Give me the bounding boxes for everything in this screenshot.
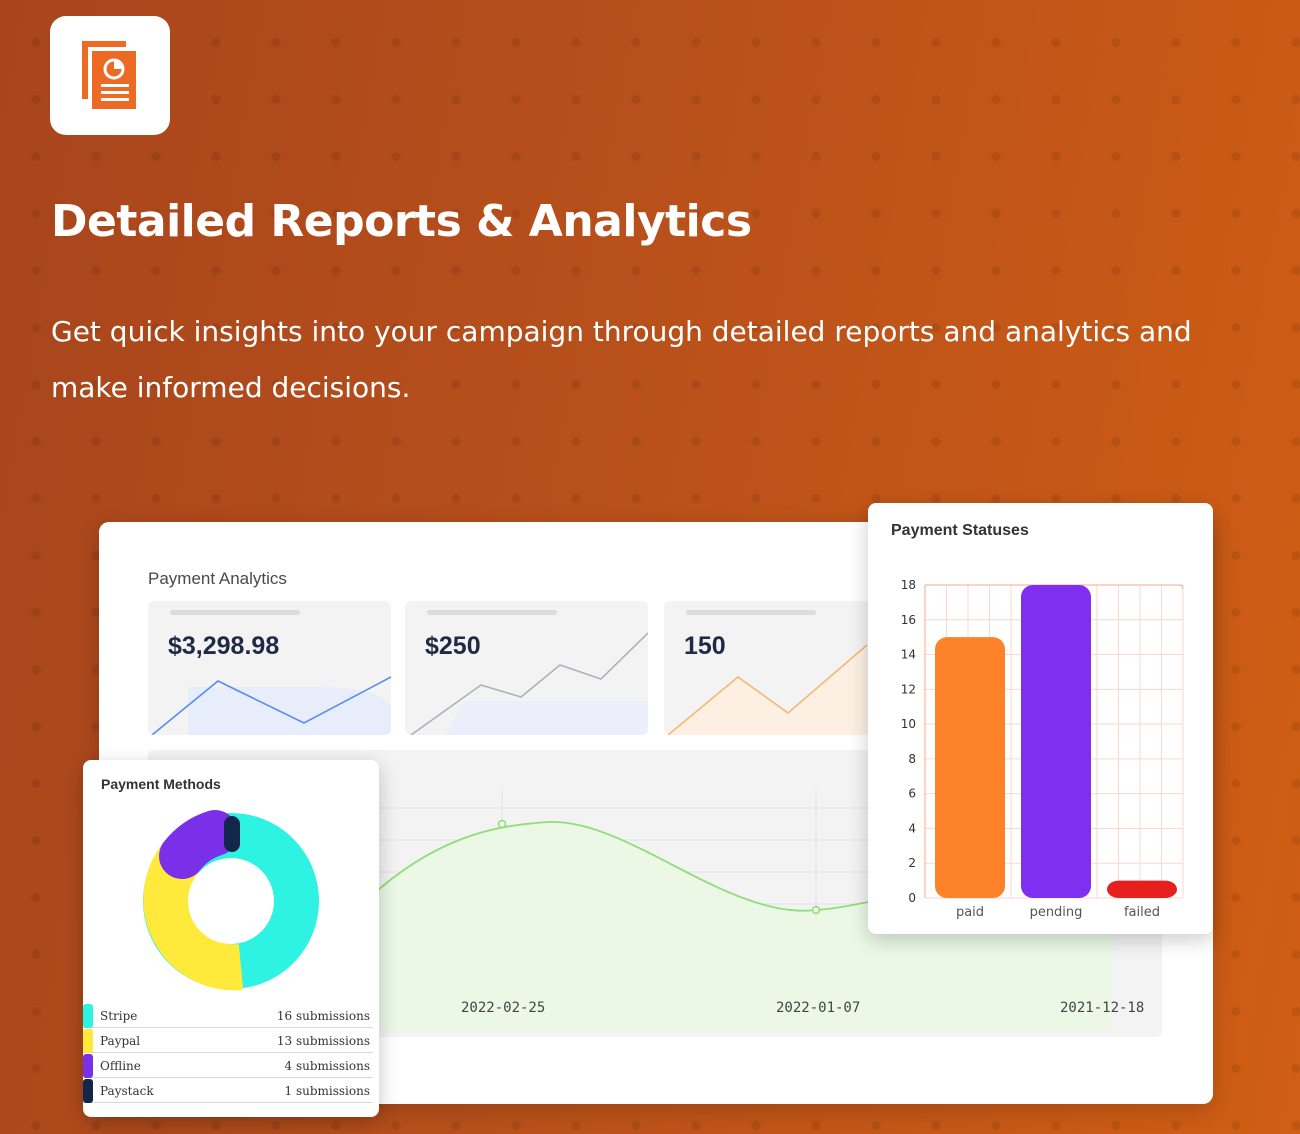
payment-methods-card: Payment Methods Stripe 16 submissions Pa…	[83, 760, 379, 1117]
sparkline-amount	[410, 632, 648, 735]
x-tick-label: 2021-12-18	[1060, 1000, 1145, 1016]
method-name: Paystack	[100, 1084, 154, 1098]
bar-failed	[1107, 880, 1177, 898]
report-chart-icon	[82, 40, 136, 109]
stat-value: $3,298.98	[168, 632, 280, 660]
page-description: Get quick insights into your campaign th…	[51, 315, 1192, 404]
stat-card-amount: $250	[405, 601, 648, 735]
method-count: 1 submissions	[284, 1084, 371, 1098]
method-name: Paypal	[100, 1034, 141, 1048]
y-tick-label: 12	[901, 682, 916, 696]
stat-value: 150	[684, 632, 726, 660]
payment-methods-donut	[143, 810, 319, 991]
method-count: 13 submissions	[276, 1034, 370, 1048]
x-tick-label: 2022-02-25	[461, 1000, 546, 1016]
y-tick-label: 8	[908, 752, 916, 766]
y-tick-label: 4	[908, 821, 916, 835]
y-tick-label: 0	[908, 891, 916, 905]
page-title: Detailed Reports & Analytics	[51, 196, 752, 247]
method-name: Stripe	[100, 1009, 138, 1023]
legend-row-offline: Offline 4 submissions	[83, 1054, 373, 1078]
legend-row-paypal: Paypal 13 submissions	[83, 1029, 373, 1053]
sparkline-revenue	[151, 676, 391, 735]
app-logo	[50, 16, 170, 135]
paystack-swatch	[83, 1079, 93, 1103]
y-tick-label: 18	[901, 578, 916, 592]
y-tick-label: 2	[908, 856, 916, 870]
y-tick-label: 16	[901, 613, 916, 627]
bar-paid	[935, 637, 1005, 898]
x-category-label: pending	[1030, 905, 1083, 920]
legend-row-paystack: Paystack 1 submissions	[83, 1079, 373, 1103]
method-name: Offline	[100, 1059, 141, 1073]
payment-statuses-card: Payment Statuses 0 2 4 6 8 10 12 14 16 18 paid pend…	[868, 503, 1213, 934]
methods-title: Payment Methods	[101, 776, 221, 792]
legend-row-stripe: Stripe 16 submissions	[83, 1004, 373, 1028]
statuses-bar-chart: 0 2 4 6 8 10 12 14 16 18 paid pending failed	[901, 578, 1184, 920]
method-count: 16 submissions	[276, 1009, 370, 1023]
x-tick-label: 2022-01-07	[776, 1000, 861, 1016]
x-category-label: paid	[956, 905, 984, 920]
trend-line-chart	[377, 790, 1113, 1030]
bar-pending	[1021, 585, 1091, 898]
stat-card-revenue: $3,298.98	[148, 601, 391, 735]
offline-swatch	[83, 1054, 93, 1078]
stat-card-count: 150	[664, 601, 907, 735]
x-category-label: failed	[1124, 905, 1160, 920]
statuses-title: Payment Statuses	[891, 522, 1029, 539]
y-tick-label: 14	[901, 648, 916, 662]
paypal-swatch	[83, 1029, 93, 1053]
y-tick-label: 10	[901, 717, 916, 731]
plot-border	[925, 584, 1184, 590]
analytics-title: Payment Analytics	[148, 569, 287, 588]
method-count: 4 submissions	[284, 1059, 371, 1073]
y-tick-label: 6	[908, 787, 916, 801]
stripe-swatch	[83, 1004, 93, 1028]
sparkline-count	[667, 644, 868, 735]
stat-value: $250	[425, 632, 481, 660]
